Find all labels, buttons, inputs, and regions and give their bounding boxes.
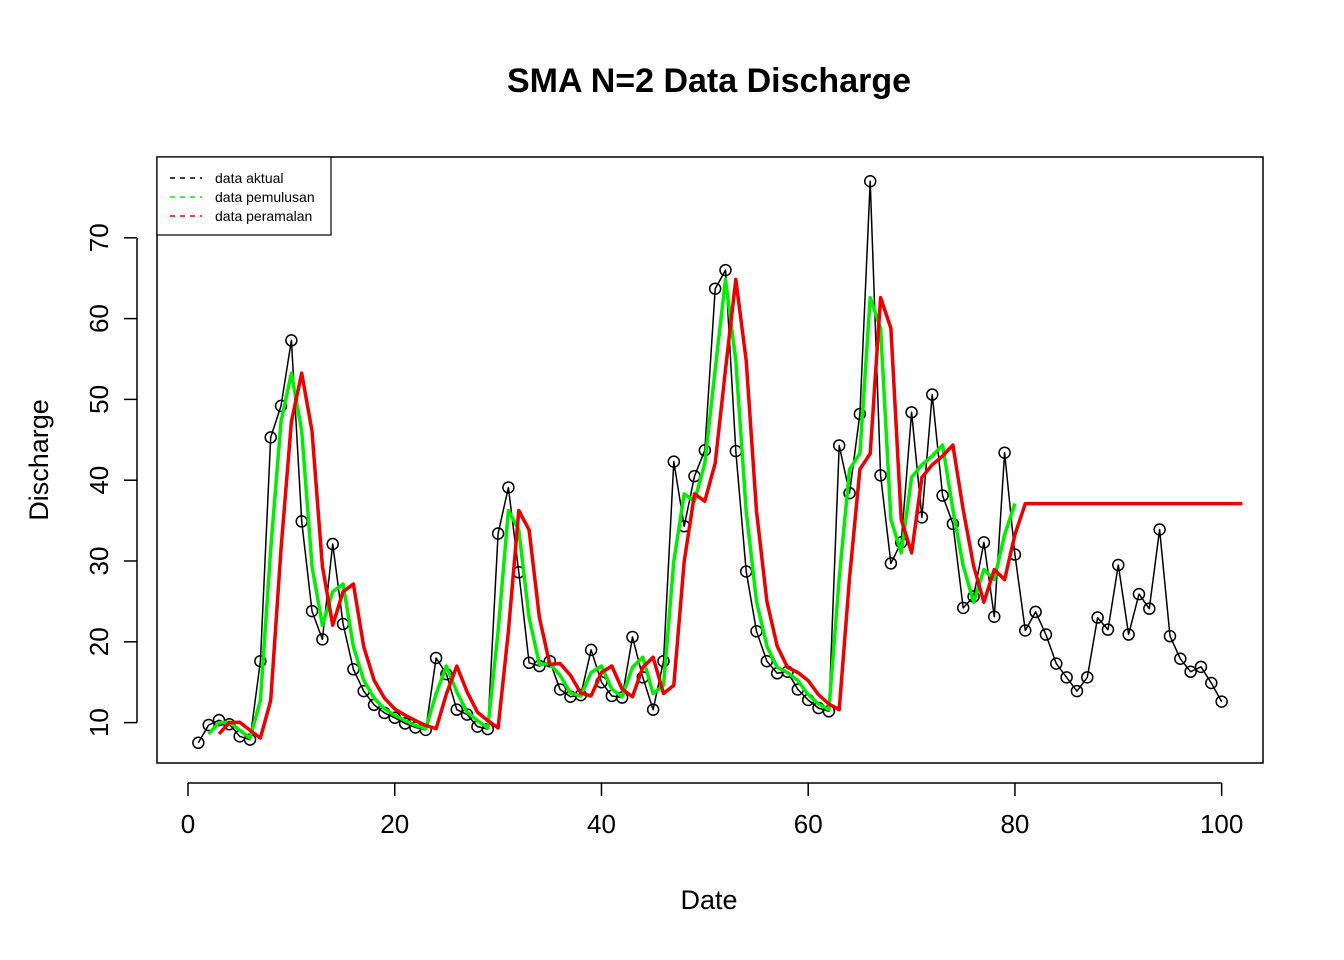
data-point [553,683,567,696]
data-point [491,527,505,540]
y-axis: 10 20 30 40 50 60 70 [84,223,138,737]
data-point [223,717,236,731]
y-tick-label: 20 [84,627,114,656]
data-point [429,651,443,665]
data-point [1194,660,1208,674]
data-point [1184,665,1197,678]
x-tick-label: 60 [794,809,823,839]
data-point [905,406,918,419]
data-point [843,486,856,500]
legend-label-forecast: data peramalan [215,208,312,224]
data-point [708,282,722,295]
data-point [646,703,660,716]
data-point [936,489,949,502]
x-tick-label: 100 [1200,809,1243,839]
data-point [192,736,205,750]
data-point [584,643,598,657]
data-point [254,654,267,668]
data-point [1019,624,1032,637]
data-point [202,718,215,732]
data-point [1112,558,1125,572]
plot-frame [156,156,1264,764]
data-point [1163,629,1177,643]
x-tick-label: 40 [587,809,616,839]
data-point [1029,605,1042,619]
data-point [884,557,898,570]
data-point [988,610,1001,624]
data-point [285,334,298,347]
data-point [1122,628,1135,641]
data-point [1060,671,1073,684]
data-point [502,481,515,494]
y-tick-label: 60 [84,304,114,333]
data-point [874,469,887,482]
x-axis-label: Date [680,885,737,915]
data-point [1153,523,1166,536]
y-tick-label: 10 [84,708,114,737]
data-point [925,388,939,401]
data-point [1215,695,1228,708]
data-point [832,439,846,452]
data-point [1050,657,1063,670]
data-point [450,703,464,716]
data-point [316,633,329,646]
chart-title: SMA N=2 Data Discharge [507,62,911,100]
data-point [1091,611,1104,624]
data-point [667,455,681,468]
data-point [956,601,970,615]
data-point [1143,602,1156,615]
series-line-smooth [207,277,1017,740]
data-point [1081,671,1094,684]
x-tick-label: 80 [1000,809,1029,839]
data-point [998,446,1011,459]
data-point [863,174,877,188]
data-point [853,407,867,421]
y-tick-label: 70 [84,223,114,252]
legend-box [156,156,332,236]
data-point [1174,652,1187,666]
series-line-forecast [217,277,1243,740]
data-point [305,604,319,618]
data-point [1132,587,1146,601]
data-point [264,431,277,444]
data-point [719,263,732,277]
series-line-actual [197,180,1223,744]
plot-area [192,174,1243,750]
data-point [543,654,557,668]
x-tick-label: 20 [380,809,409,839]
data-point [212,713,226,727]
legend: data aktual data pemulusan data peramala… [156,156,332,236]
data-point [326,537,339,551]
x-tick-label: 0 [181,809,195,839]
data-point [1039,628,1053,641]
data-point [1205,676,1218,690]
y-tick-label: 50 [84,385,114,414]
legend-label-smooth: data pemulusan [215,189,315,205]
data-point [274,399,288,413]
data-point [1070,684,1084,698]
y-tick-label: 30 [84,547,114,576]
x-axis: 0 20 40 60 80 100 [181,782,1243,839]
y-axis-label: Discharge [24,399,54,521]
data-point [977,536,991,549]
legend-label-actual: data aktual [215,170,284,186]
data-point [626,630,639,644]
data-point [1101,623,1115,636]
y-tick-label: 40 [84,466,114,495]
